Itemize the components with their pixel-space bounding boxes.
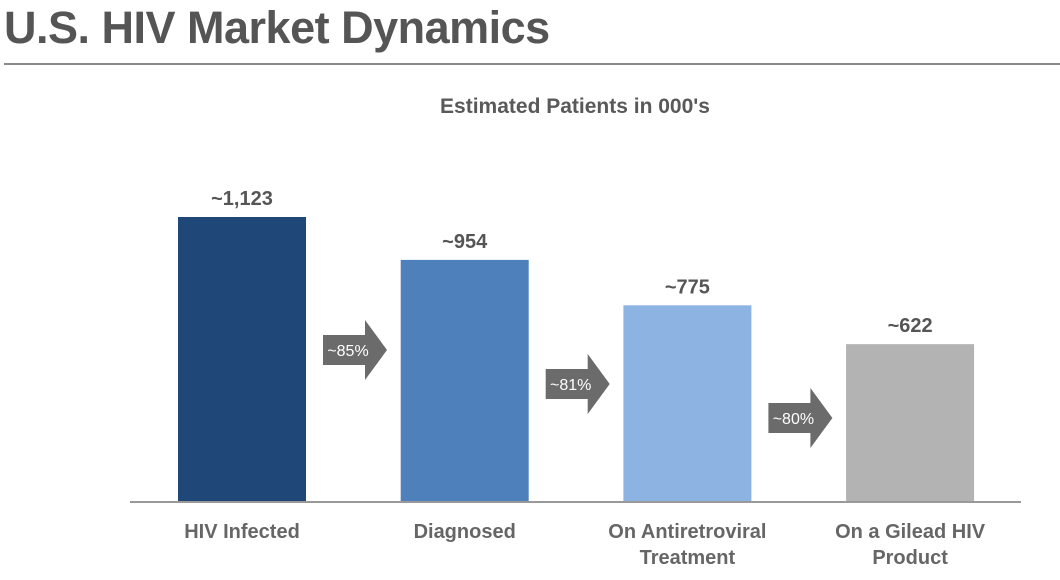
conversion-arrow (768, 388, 833, 448)
category-label: On Antiretroviral (608, 521, 766, 543)
bar (623, 305, 752, 502)
conversion-rate-label: ~85% (327, 343, 368, 360)
conversion-arrow (545, 354, 610, 414)
data-label: ~954 (442, 231, 488, 253)
category-label: On a Gilead HIV (835, 521, 986, 543)
category-label: Diagnosed (414, 521, 516, 543)
category-label: HIV Infected (184, 521, 300, 543)
title-divider (4, 63, 1060, 65)
page-title: U.S. HIV Market Dynamics (4, 2, 550, 53)
bar (400, 259, 529, 502)
category-label: Treatment (640, 547, 736, 569)
data-label: ~622 (888, 315, 933, 337)
category-label: Product (872, 547, 948, 569)
bar (178, 217, 306, 502)
bar (846, 344, 975, 502)
conversion-arrow (323, 320, 387, 380)
conversion-rate-label: ~81% (550, 377, 591, 394)
conversion-rate-label: ~80% (773, 411, 814, 428)
chart-title: Estimated Patients in 000's (440, 95, 710, 118)
data-label: ~1,123 (211, 188, 273, 210)
data-label: ~775 (665, 276, 710, 298)
